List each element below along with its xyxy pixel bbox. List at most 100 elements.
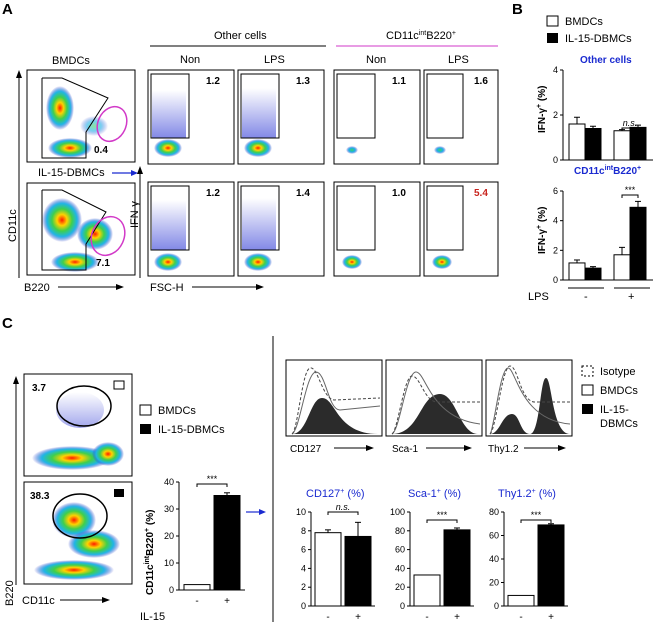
cd11c-axis-label: CD11c [7,209,19,242]
chartC3-ytick-label-2: 40 [395,563,405,573]
chartB2-ytick-label-1: 2 [553,245,558,255]
fsch-axis-arrow [256,284,264,290]
chartB2-ytick-label-2: 4 [553,216,558,226]
chart-thy12: 0 20 40 60 80 - + *** [489,507,568,623]
chartC2-ytick-label-1: 2 [301,582,306,592]
hist-legend-bmdcs-swatch [581,384,594,396]
chartC1-ytick-label-0: 0 [169,585,174,595]
c-cd11c-label: CD11c [22,595,55,607]
c-blue-arrow-head [259,509,266,515]
chartC3-ytick-label-5: 100 [390,507,405,517]
chartC3-ytick-label-3: 60 [395,545,405,555]
legend-swatch-bmdcs-c [139,404,152,416]
flow-c-value-top: 3.7 [32,383,46,394]
ifng-axis-label: IFN-γ [129,201,141,228]
flow-plot-bmdcs: 0.4 [26,69,136,163]
col-lps-2: LPS [448,54,469,66]
chartB2-bar-0-1 [584,267,602,281]
chart-b-top-ylabel: IFN-γ+ (%) [536,86,548,133]
cd11c-axis-arrow [16,70,22,78]
chart-cd127: 0 2 4 6 8 10 - + n.s. [296,502,375,623]
small-title-thy12: Thy1.2+ (%) [498,488,556,500]
lps-minus: - [584,291,588,303]
legend-swatch-il15-b [547,33,558,43]
chartB1-bar-1-1 [629,126,647,161]
chartC1-xlabel-0: - [195,596,198,607]
chartB2-sig-bracket [621,194,639,198]
fsch-axis-label: FSC-H [150,282,184,294]
ifng-axis-arrow [137,166,143,174]
chartC1-ytick-label-4: 40 [164,477,174,487]
chartC2-bar-1-0 [344,535,372,607]
ifng-value-5: 1.2 [206,188,220,199]
hist-legend-il15-swatch [582,404,593,414]
chartB1-sig-bracket [621,127,639,131]
col-non-2: Non [366,54,386,66]
chartC3-sig-bracket [426,519,458,523]
chart-sca1: 0 20 40 60 80 100 - + *** [390,507,474,623]
b220-axis-label: B220 [24,282,50,294]
chartB1-ytick-label-2: 4 [553,65,558,75]
chartC2-ytick-label-4: 8 [301,526,306,536]
il15-label: IL-15-DBMCs [38,167,105,179]
chartB1-ytick-label-1: 2 [553,110,558,120]
chartC3-bar-0-0 [413,574,441,607]
chartB1-bar-0-0 [568,123,586,161]
chartB2-bar-1-0 [613,254,631,281]
ifng-value-7: 1.0 [392,188,406,199]
chartC4-bar-1-0 [537,524,565,607]
chartC4-xlabel-1: + [548,612,554,623]
chartC2-ytick-label-0: 0 [301,601,306,611]
chartB1-bar-1-0 [613,130,631,161]
histogram-cd127 [285,359,383,437]
ifng-plots-top: 1.2 1.3 1.1 1.6 [147,69,499,165]
c-cd11c-arrow [102,597,110,603]
chartB2-bar-0-0 [568,262,586,281]
chartC2-ytick-label-2: 4 [301,563,306,573]
chart-c-ylabel: CD11cintB220+ (%) [144,510,156,595]
c-b220-label: B220 [4,580,16,606]
chartC2-ytick-label-3: 6 [301,545,306,555]
chart-c-main: 0 10 20 30 40 - + *** [164,474,245,607]
chartC3-ytick-label-1: 20 [395,582,405,592]
chartC3-xlabel-1: + [454,612,460,623]
chartC4-ytick-label-1: 20 [489,578,499,588]
chart-b-bottom: 0 2 4 6 *** [553,185,653,285]
chart-b-lps-label: LPS [528,291,549,303]
chartC4-sig-bracket [520,519,552,523]
hist-arrow-thy12-head [558,445,566,451]
header-cd11c-int: CD11cintB220+ [386,30,456,42]
hist-legend-il15-b: DBMCs [600,418,638,430]
chartB1-bar-0-1 [584,128,602,161]
chart-b-bottom-title: CD11cintB220+ [574,165,641,177]
chartC4-sig-label: *** [531,510,542,520]
chartC3-xlabel-0: - [425,612,428,623]
chartC1-bar-1-0 [213,495,241,591]
chartC4-bar-0-0 [507,594,535,607]
chartC4-ytick-label-3: 60 [489,531,499,541]
chartC4-ytick-label-2: 40 [489,554,499,564]
legend-swatch-il15-c [140,424,151,434]
chartC3-ytick-label-4: 80 [395,526,405,536]
chartC1-xlabel-1: + [224,596,230,607]
chartB2-sig-label: *** [625,185,636,195]
hist-label-cd127: CD127 [290,444,322,455]
ifng-plots-bottom: 1.2 1.4 1.0 5.4 [147,181,499,277]
col-lps-1: LPS [264,54,285,66]
hist-arrow-sca1-head [464,445,472,451]
flow-plot-il15: 7.1 [26,182,136,276]
gate-value-bottom: 7.1 [96,258,110,269]
chartC4-xlabel-0: - [519,612,522,623]
legend-il15-c: IL-15-DBMCs [158,424,225,436]
b220-axis-arrow [116,284,124,290]
flow-c-value-bottom: 38.3 [30,491,50,502]
chartC2-ytick-label-5: 10 [296,507,306,517]
legend-bmdcs-b: BMDCs [565,16,603,28]
chartC2-sig-label: n.s. [336,502,351,512]
flow-plot-c-bottom: 38.3 [23,481,133,585]
hist-legend-isotype-swatch [581,365,594,377]
chartC2-sig-bracket [327,511,359,515]
chartB2-ytick-label-3: 6 [553,186,558,196]
ifng-value-8: 5.4 [474,188,488,199]
